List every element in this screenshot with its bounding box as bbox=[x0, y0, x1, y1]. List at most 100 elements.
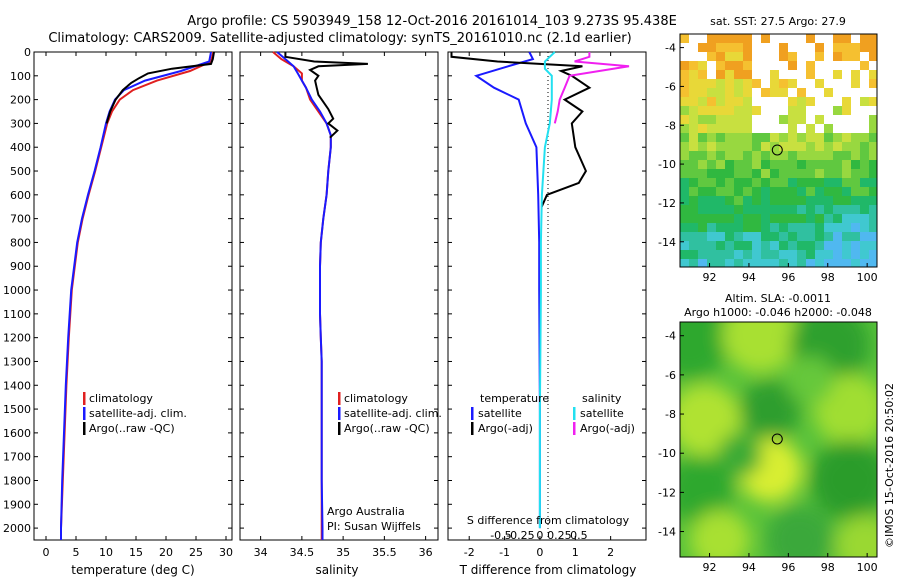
map-y-tick-label: -8 bbox=[665, 119, 676, 132]
sst-cell bbox=[698, 115, 707, 124]
salinity-panel: 34 34.5 35 35.5 36 salinity climatology sate… bbox=[239, 51, 442, 577]
sst-cell bbox=[779, 187, 788, 196]
map-y-tick-label: -8 bbox=[665, 408, 676, 421]
sst-cell bbox=[842, 250, 851, 259]
sst-cell bbox=[788, 250, 797, 259]
sst-cell bbox=[842, 187, 851, 196]
sst-cell bbox=[689, 196, 698, 205]
sst-cell bbox=[797, 97, 806, 106]
map-y-tick-label: -14 bbox=[658, 236, 676, 249]
sst-cell bbox=[743, 142, 752, 151]
sst-cell bbox=[698, 178, 707, 187]
argo-location-marker bbox=[771, 144, 783, 156]
sst-cell bbox=[851, 232, 860, 241]
sst-cell bbox=[797, 259, 806, 267]
x-tick-label: 1 bbox=[572, 546, 579, 559]
sst-cell bbox=[707, 124, 716, 133]
sst-cell bbox=[806, 61, 815, 70]
sst-cell bbox=[806, 151, 815, 160]
sst-cell bbox=[716, 142, 725, 151]
sst-cell bbox=[797, 169, 806, 178]
sst-cell bbox=[725, 52, 734, 61]
sst-cell bbox=[779, 88, 788, 97]
sst-cell bbox=[779, 115, 788, 124]
depth-tick-label: 1100 bbox=[3, 308, 31, 321]
legend-swatch-argo bbox=[83, 422, 86, 435]
sst-cell bbox=[716, 34, 725, 43]
sst-cell bbox=[860, 43, 869, 52]
map-x-tick-label: 100 bbox=[857, 561, 878, 574]
sst-cell bbox=[707, 178, 716, 187]
sla-blob bbox=[740, 380, 800, 440]
sst-cell bbox=[680, 106, 689, 115]
x-tick-label: 5 bbox=[73, 546, 80, 559]
sst-cell bbox=[761, 250, 770, 259]
sla-map-title-1: Altim. SLA: -0.0011 bbox=[725, 292, 831, 305]
map-x-tick-label: 100 bbox=[857, 271, 878, 284]
map-y-tick-label: -6 bbox=[665, 80, 676, 93]
sst-cell bbox=[869, 187, 877, 196]
x-tick-label: 0 bbox=[43, 546, 50, 559]
depth-tick-label: 500 bbox=[10, 165, 31, 178]
sst-cell bbox=[707, 88, 716, 97]
sst-cell bbox=[869, 124, 877, 133]
sst-cell bbox=[734, 61, 743, 70]
sst-cell bbox=[806, 34, 815, 43]
sst-cell bbox=[680, 160, 689, 169]
sst-cell bbox=[770, 151, 779, 160]
sst-cell bbox=[752, 79, 761, 88]
sst-cell bbox=[788, 160, 797, 169]
sst-cell bbox=[824, 196, 833, 205]
sst-cell bbox=[734, 88, 743, 97]
sst-cell bbox=[824, 133, 833, 142]
sst-cell bbox=[707, 205, 716, 214]
legend-swatch-argo bbox=[338, 422, 341, 435]
sst-cell bbox=[743, 124, 752, 133]
sst-cell bbox=[860, 232, 869, 241]
salinity-profiles bbox=[272, 51, 368, 540]
sst-cell bbox=[725, 214, 734, 223]
sst-cell bbox=[833, 160, 842, 169]
sst-cell bbox=[680, 61, 689, 70]
sst-cell bbox=[815, 43, 824, 52]
sst-cell bbox=[716, 205, 725, 214]
sst-cell bbox=[788, 133, 797, 142]
difference-profiles bbox=[450, 51, 630, 529]
sst-cell bbox=[761, 214, 770, 223]
sst-cell bbox=[869, 223, 877, 232]
sst-cell bbox=[725, 187, 734, 196]
sst-cell bbox=[743, 241, 752, 250]
sst-cell bbox=[860, 178, 869, 187]
x-tick-label: 34 bbox=[254, 546, 268, 559]
series-line-satellite-adj-clim- bbox=[276, 51, 332, 540]
sst-cell bbox=[734, 142, 743, 151]
sst-cell bbox=[743, 259, 752, 267]
sla-blob bbox=[835, 515, 877, 557]
sla-blob bbox=[718, 433, 762, 477]
sst-cell bbox=[788, 259, 797, 267]
sst-cell bbox=[815, 169, 824, 178]
sst-cell bbox=[725, 133, 734, 142]
sst-cell bbox=[869, 79, 877, 88]
sst-cell bbox=[743, 106, 752, 115]
sst-cell bbox=[707, 232, 716, 241]
sst-cell bbox=[860, 169, 869, 178]
sst-cell bbox=[851, 151, 860, 160]
sst-cell bbox=[734, 196, 743, 205]
sst-cell bbox=[806, 160, 815, 169]
sst-cell bbox=[842, 43, 851, 52]
sst-cell bbox=[725, 232, 734, 241]
temperature-panel: 0100200300400500600700800900100011001200… bbox=[3, 46, 233, 577]
salinity-x-axis: 34 34.5 35 35.5 36 bbox=[254, 52, 433, 559]
pi-label: PI: Susan Wijffels bbox=[327, 520, 421, 533]
sst-cell bbox=[797, 241, 806, 250]
sst-cell bbox=[680, 232, 689, 241]
sst-cell bbox=[815, 52, 824, 61]
series-line-t-argo-adj- bbox=[450, 52, 592, 208]
sst-cell bbox=[770, 205, 779, 214]
salinity-legend: climatology satellite-adj. clim. Argo(..… bbox=[338, 392, 442, 435]
depth-tick-label: 1200 bbox=[3, 332, 31, 345]
sst-cell bbox=[743, 52, 752, 61]
sst-cell bbox=[869, 34, 877, 43]
sst-cell bbox=[833, 169, 842, 178]
